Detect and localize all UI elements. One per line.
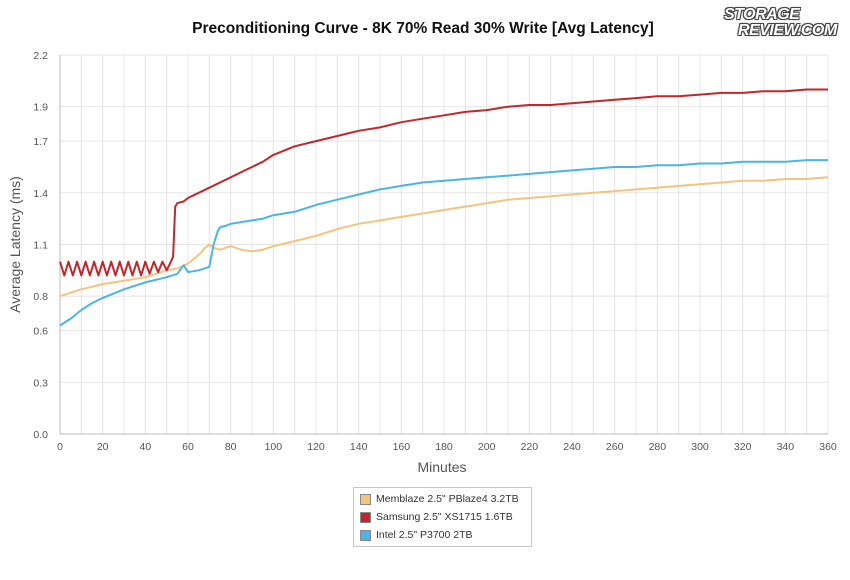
legend-label-intel: Intel 2.5" P3700 2TB — [376, 529, 473, 541]
x-tick-label: 40 — [139, 441, 151, 453]
y-tick-label: 2.2 — [33, 50, 48, 62]
legend-item-memblaze: Memblaze 2.5" PBlaze4 3.2TB — [360, 492, 519, 506]
x-tick-label: 340 — [777, 441, 795, 453]
legend-label-memblaze: Memblaze 2.5" PBlaze4 3.2TB — [376, 493, 519, 505]
x-tick-label: 180 — [435, 441, 453, 453]
x-tick-label: 280 — [649, 441, 667, 453]
y-axis-title: Average Latency (ms) — [7, 176, 23, 313]
x-tick-label: 320 — [734, 441, 752, 453]
series-lines — [59, 88, 829, 327]
y-tick-label: 1.7 — [33, 136, 48, 148]
series-line-intel — [59, 159, 828, 327]
x-tick-label: 160 — [393, 441, 411, 453]
x-tick-label: 100 — [265, 441, 283, 453]
x-tick-label: 220 — [521, 441, 539, 453]
legend-swatch-samsung — [360, 511, 371, 523]
axis-labels: 0 20 40 60 80 100 120 140 160 180 200 220 240 260 280 3… — [7, 50, 837, 475]
y-tick-label: 0.0 — [33, 429, 48, 441]
axes — [59, 55, 828, 435]
y-tick-label: 1.9 — [33, 102, 48, 114]
legend-label-samsung: Samsung 2.5" XS1715 1.6TB — [376, 511, 513, 523]
x-tick-label: 60 — [182, 441, 194, 453]
y-tick-label: 0.8 — [33, 291, 48, 303]
y-tick-label: 0.3 — [33, 377, 48, 389]
x-axis-title: Minutes — [417, 459, 466, 475]
legend-swatch-intel — [360, 529, 371, 541]
y-tick-label: 0.6 — [33, 326, 48, 338]
x-tick-label: 120 — [307, 441, 325, 453]
y-tick-label: 1.1 — [33, 240, 48, 252]
legend-item-samsung: Samsung 2.5" XS1715 1.6TB — [360, 510, 513, 524]
x-tick-label: 260 — [606, 441, 624, 453]
x-tick-label: 360 — [819, 441, 837, 453]
x-tick-label: 20 — [97, 441, 109, 453]
series-line-samsung — [59, 88, 828, 277]
x-tick-label: 0 — [57, 441, 63, 453]
x-tick-label: 240 — [563, 441, 581, 453]
x-tick-label: 80 — [225, 441, 237, 453]
y-tick-label: 1.4 — [33, 188, 48, 200]
x-tick-label: 200 — [478, 441, 496, 453]
legend-item-intel: Intel 2.5" P3700 2TB — [360, 528, 473, 542]
storage-review-logo: STORAGE REVIEW.COM — [724, 6, 837, 39]
grid — [59, 54, 829, 435]
x-tick-label: 140 — [350, 441, 368, 453]
chart-title: Preconditioning Curve - 8K 70% Read 30% … — [192, 20, 654, 37]
x-tick-label: 300 — [691, 441, 709, 453]
legend-swatch-memblaze — [360, 493, 371, 505]
legend: Memblaze 2.5" PBlaze4 3.2TB Samsung 2.5"… — [353, 487, 532, 547]
